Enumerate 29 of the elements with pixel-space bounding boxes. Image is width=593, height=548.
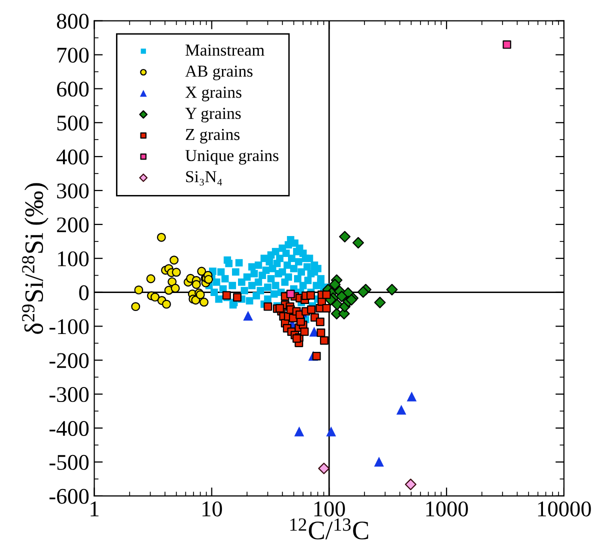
y-tick-label: 100 [58, 251, 89, 266]
y-tick-label: -400 [50, 421, 89, 436]
x-tick-label: 1 [90, 502, 99, 516]
legend-label: X grains [185, 86, 242, 102]
legend-label: Unique grains [185, 150, 278, 165]
y-tick-label: -200 [50, 353, 89, 368]
y-axis-title: δ$^{29}$Si/$^{28}$Si (‰) [22, 183, 48, 334]
x-tick-label: 10000 [538, 501, 591, 516]
y-tick-label: -600 [50, 488, 89, 504]
y-tick-label: 600 [57, 82, 89, 97]
y-tick-label: 400 [56, 150, 89, 164]
legend-label: Y grains [185, 108, 241, 122]
y-tick-label: 700 [58, 48, 89, 63]
x-tick-label: 10 [202, 501, 222, 516]
x-tick-label: 1000 [426, 501, 468, 516]
y-tick-label: -100 [50, 319, 89, 334]
y-tick-label: 0 [79, 285, 89, 300]
legend-label: Mainstream [186, 44, 264, 56]
legend-label: Z grains [186, 128, 240, 144]
y-tick-label: 500 [57, 116, 89, 131]
y-tick-label: 300 [57, 183, 89, 198]
y-tick-label: -500 [50, 454, 89, 470]
x-axis-title: $^{12}$C/$^{13}$C [290, 518, 368, 540]
legend-label: AB grains [185, 66, 252, 80]
y-tick-label: 800 [56, 14, 89, 29]
legend-label: Si₃N₄ [186, 171, 222, 186]
y-tick-label: 200 [57, 217, 89, 232]
x-tick-label: 100 [314, 501, 345, 516]
y-tick-label: -300 [50, 387, 89, 402]
